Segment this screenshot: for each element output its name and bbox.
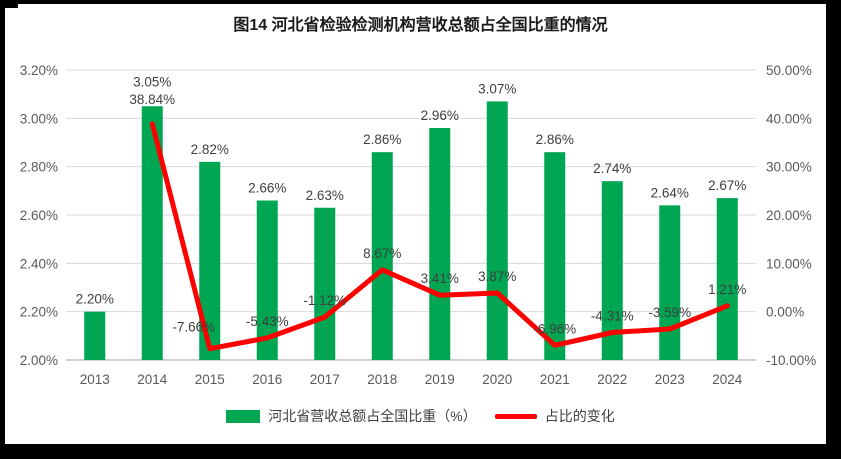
line-point-label: -4.31% [591, 308, 634, 323]
chart-title: 图14 河北省检验检测机构营收总额占全国比重的情况 [233, 17, 608, 34]
y-axis-tick-label: 2.00% [20, 353, 58, 368]
y-axis-tick-label: 3.00% [20, 111, 58, 126]
bar-label: 2.20% [76, 292, 114, 307]
bar-label: 3.07% [478, 81, 516, 96]
line-point-label: 8.67% [363, 246, 401, 261]
bar [141, 106, 163, 360]
line-point-label: -6.96% [533, 321, 576, 336]
line-point-label: 38.84% [129, 92, 175, 107]
y2-axis-tick-label: 50.00% [766, 63, 812, 78]
y-axis-tick-label: 2.80% [20, 160, 58, 175]
y2-axis-tick-label: -10.00% [766, 353, 816, 368]
x-axis-tick-label: 2023 [655, 372, 685, 387]
y-axis-tick-label: 2.20% [20, 305, 58, 320]
x-axis-tick-label: 2015 [195, 372, 225, 387]
bar [601, 181, 623, 360]
legend: 河北省营收总额占全国比重（%） 占比的变化 [0, 406, 841, 426]
y2-axis-tick-label: 10.00% [766, 256, 812, 271]
line-series-label: 占比的变化 [544, 408, 615, 424]
y-axis-tick-label: 2.40% [20, 256, 58, 271]
y2-axis-tick-label: 30.00% [766, 160, 812, 175]
x-axis-tick-label: 2016 [252, 372, 282, 387]
x-axis-tick-label: 2021 [540, 372, 570, 387]
bar [371, 152, 393, 360]
bar-label: 2.67% [708, 178, 746, 193]
line-point-label: 3.41% [421, 271, 459, 286]
bar [659, 205, 681, 360]
bar-label: 2.82% [191, 142, 229, 157]
bar [256, 200, 278, 360]
bar-label: 2.86% [363, 132, 401, 147]
y-axis-tick-label: 3.20% [20, 63, 58, 78]
frame-mark-top [0, 0, 841, 4]
x-axis-tick-label: 2013 [80, 372, 110, 387]
line-point-label: 1.21% [708, 282, 746, 297]
bar-label: 2.96% [421, 108, 459, 123]
bar [716, 198, 738, 360]
y2-axis-tick-label: 0.00% [766, 305, 804, 320]
x-axis-tick-label: 2017 [310, 372, 340, 387]
bar-label: 2.63% [306, 188, 344, 203]
line-point-label: -1.12% [303, 293, 346, 308]
bar-label: 3.05% [133, 74, 171, 89]
bar-label: 2.74% [593, 161, 631, 176]
line-series-swatch [494, 413, 537, 419]
bar [314, 207, 336, 360]
y2-axis-tick-label: 40.00% [766, 111, 812, 126]
bar [84, 311, 106, 360]
line-point-label: -5.43% [246, 314, 289, 329]
bar-label: 2.86% [536, 132, 574, 147]
bar-label: 2.66% [248, 181, 286, 196]
legend-item-line-series: 占比的变化 [494, 406, 615, 426]
frame-mark-right [826, 0, 841, 459]
trend-line [149, 121, 730, 352]
bar-label: 2.64% [651, 185, 689, 200]
frame-mark-bottom [0, 444, 841, 459]
y-axis-tick-label: 2.60% [20, 208, 58, 223]
bar [199, 161, 221, 360]
line-point-label: -3.59% [648, 305, 691, 320]
x-axis-tick-label: 2014 [137, 372, 168, 387]
bar [429, 128, 451, 360]
line-point-label: -7.66% [172, 320, 215, 335]
x-axis-tick-label: 2018 [367, 372, 397, 387]
frame-mark-left [0, 0, 5, 459]
x-axis-tick-label: 2019 [425, 372, 455, 387]
legend-item-bar-series: 河北省营收总额占全国比重（%） [226, 406, 477, 426]
bar-series-swatch [226, 409, 261, 423]
x-axis-tick-label: 2024 [712, 372, 743, 387]
bar-series-label: 河北省营收总额占全国比重（%） [268, 408, 477, 424]
bar [486, 101, 508, 361]
x-axis-tick-label: 2020 [482, 372, 512, 387]
frame-mark-corner [0, 0, 18, 8]
bar [544, 152, 566, 360]
x-axis-tick-label: 2022 [597, 372, 627, 387]
y2-axis-tick-label: 20.00% [766, 208, 812, 223]
line-point-label: 3.87% [478, 269, 516, 284]
